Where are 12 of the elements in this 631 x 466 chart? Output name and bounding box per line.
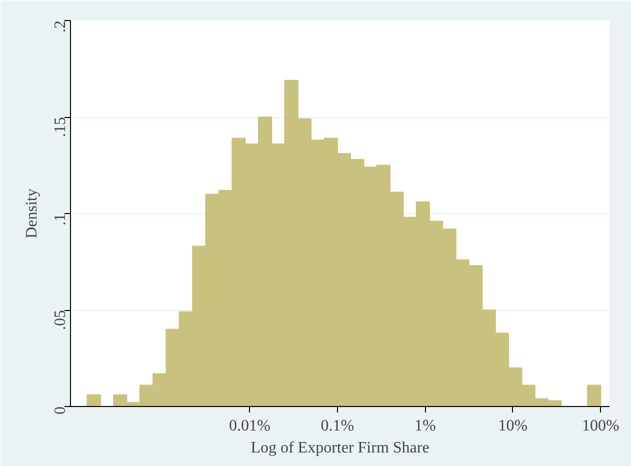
x-tick-label: 0.1% <box>320 418 354 434</box>
x-axis-title: Log of Exporter Firm Share <box>250 440 430 456</box>
y-tick-label: .15 <box>52 117 69 137</box>
y-tick-label: 0 <box>52 406 69 414</box>
y-axis-title: Density <box>24 188 40 238</box>
x-tick-label: 100% <box>582 418 620 434</box>
x-tick-label: 1% <box>414 418 436 434</box>
x-tick-label: 10% <box>498 418 528 434</box>
y-tick-label: .05 <box>52 310 69 330</box>
x-tick-label: 0.01% <box>228 418 270 434</box>
y-tick-label: .2 <box>52 20 69 32</box>
y-tick-label: .1 <box>52 214 69 226</box>
